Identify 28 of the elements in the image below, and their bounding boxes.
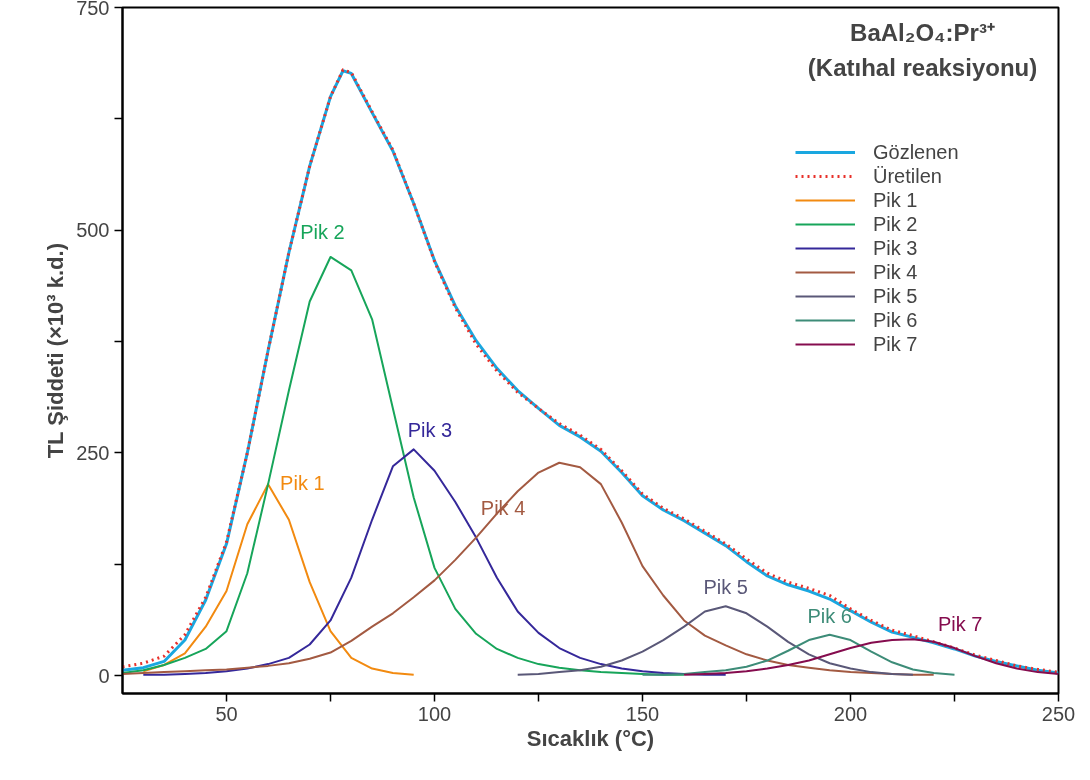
legend-label: Pik 7 xyxy=(873,332,918,356)
annotation: Pik 5 xyxy=(703,576,748,599)
x-axis-title: Sıcaklık (°C) xyxy=(526,725,655,751)
y-tick-label: 250 xyxy=(76,441,110,464)
x-tick-label: 100 xyxy=(417,702,452,725)
legend-label: Pik 2 xyxy=(873,212,918,236)
text: BaAl₂O₄:Pr³⁺ xyxy=(850,18,995,46)
annotation: Pik 2 xyxy=(300,220,345,243)
annotation: Pik 3 xyxy=(407,419,453,442)
legend-label: Pik 4 xyxy=(873,260,918,284)
annotation: Pik 6 xyxy=(807,604,852,627)
x-tick-label: 250 xyxy=(1041,702,1076,725)
annotation: Pik 7 xyxy=(937,613,983,636)
x-tick-label: 200 xyxy=(833,702,868,725)
x-tick-label: 150 xyxy=(625,702,660,725)
y-tick-label: 500 xyxy=(76,219,110,242)
y-tick-label: 750 xyxy=(76,0,110,19)
legend-label: Pik 6 xyxy=(873,308,918,332)
text: (Katıhal reaksiyonu) xyxy=(807,53,1038,81)
legend-label: Gözlenen xyxy=(873,140,959,164)
legend-label: Üretilen xyxy=(873,164,942,188)
y-axis-title: TL Şiddeti (×10³ k.d.) xyxy=(43,243,69,459)
y-tick-label: 0 xyxy=(98,664,110,687)
annotation: Pik 1 xyxy=(280,472,325,495)
legend-label: Pik 1 xyxy=(873,188,918,212)
legend-label: Pik 3 xyxy=(873,236,918,260)
x-tick-label: 50 xyxy=(215,702,238,725)
legend-label: Pik 5 xyxy=(873,284,918,308)
